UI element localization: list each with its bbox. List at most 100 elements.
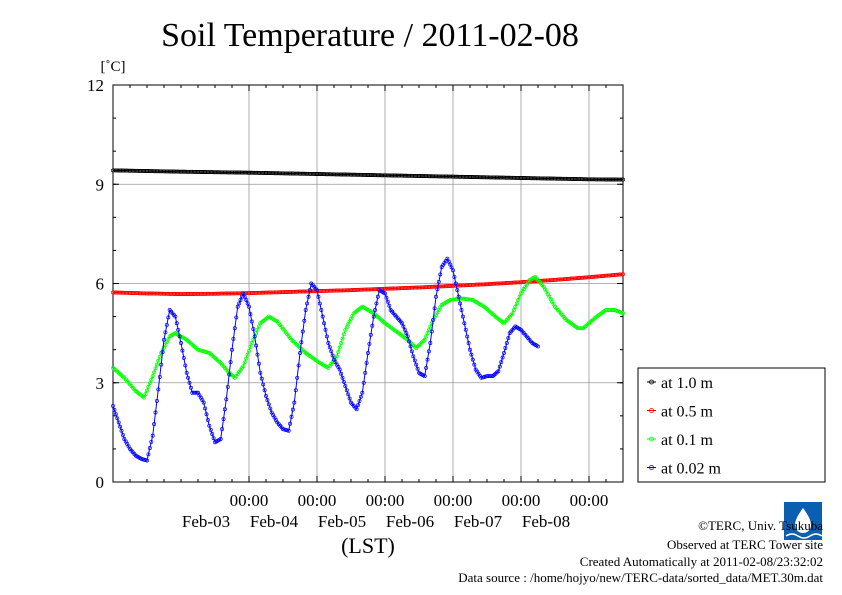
legend-marker	[649, 408, 654, 413]
series-point	[237, 291, 242, 296]
series-point	[300, 329, 305, 334]
series-point	[205, 418, 210, 422]
credit-copyright: ©TERC, Univ. Tsukuba	[698, 518, 823, 533]
series-point	[550, 176, 555, 181]
series-point	[146, 384, 151, 389]
series-point	[268, 406, 273, 411]
series-point	[361, 380, 366, 385]
series-point	[303, 171, 308, 176]
series-point	[332, 172, 336, 177]
series-point	[221, 291, 226, 296]
series-point	[210, 291, 215, 296]
series-point	[220, 291, 225, 296]
series-point	[295, 289, 300, 294]
series-point	[111, 290, 115, 295]
series-point	[174, 169, 179, 174]
series-point	[290, 407, 295, 412]
series-point	[346, 288, 351, 293]
series-point	[451, 174, 455, 179]
series-point	[485, 175, 489, 180]
series-point	[544, 278, 549, 283]
y-tick-label: 9	[96, 175, 105, 194]
series-point	[281, 171, 285, 176]
series-point	[357, 398, 362, 403]
series-point	[534, 176, 539, 181]
series-point	[116, 290, 121, 295]
series-point	[476, 175, 481, 180]
series-point	[516, 175, 521, 180]
series-point	[285, 290, 290, 294]
series-point	[249, 319, 254, 324]
series-point	[147, 446, 152, 451]
series-point	[568, 176, 573, 181]
series-point	[466, 341, 471, 345]
series-point	[451, 283, 455, 288]
series-point	[354, 407, 359, 412]
series-point	[540, 176, 545, 181]
grid-lines	[113, 85, 623, 482]
series-point	[317, 301, 322, 306]
series-point	[516, 280, 521, 285]
series-point	[400, 286, 404, 291]
series-point	[429, 329, 434, 334]
series-point	[459, 308, 464, 312]
series-point	[228, 170, 233, 175]
series-point	[463, 283, 468, 288]
series-point	[256, 324, 261, 329]
series-point	[167, 169, 172, 174]
series-point	[466, 174, 471, 179]
series-point	[210, 170, 215, 175]
series-point	[142, 291, 147, 296]
x-tick-time-label: 00:00	[230, 491, 269, 510]
series-point	[142, 169, 147, 173]
series-point	[288, 171, 293, 176]
series-point	[541, 278, 546, 283]
series-point	[173, 314, 178, 319]
series-point	[213, 170, 217, 175]
series-point	[218, 170, 223, 175]
series-point	[279, 171, 284, 176]
series-point	[497, 281, 502, 286]
series-point	[388, 286, 393, 291]
series-point	[245, 352, 250, 357]
series-point	[363, 287, 368, 292]
series-point	[125, 290, 130, 295]
series-point	[574, 177, 579, 181]
series-point	[353, 288, 358, 292]
series-point	[118, 290, 123, 295]
series-point	[480, 282, 485, 287]
series-point	[183, 292, 188, 296]
series-point	[432, 284, 437, 289]
series-point	[186, 375, 191, 380]
series-point	[315, 288, 319, 293]
series-point	[203, 406, 208, 411]
series-point	[468, 347, 472, 352]
series-point	[177, 292, 182, 297]
series-point	[327, 172, 332, 177]
series-point	[565, 176, 570, 181]
series-point	[123, 168, 128, 173]
series-point	[221, 170, 226, 175]
series-point	[261, 382, 266, 387]
series-point	[404, 286, 409, 290]
series-point	[408, 344, 413, 349]
series-point	[340, 336, 345, 341]
series-point	[412, 358, 417, 363]
series-point	[157, 291, 162, 296]
series-point	[244, 298, 249, 302]
series-point	[492, 281, 497, 286]
legend-label: at 0.02 m	[661, 461, 722, 478]
series-point	[405, 334, 410, 339]
series-point	[439, 174, 444, 179]
series-point	[548, 176, 553, 181]
series-point	[323, 172, 328, 177]
series-point	[594, 177, 599, 182]
series-point	[159, 362, 164, 367]
series-point	[154, 398, 159, 403]
x-axis-ticks: 00:00Feb-0300:00Feb-0400:00Feb-0500:00Fe…	[112, 85, 624, 531]
series-point	[441, 284, 446, 289]
legend-label: at 0.5 m	[661, 404, 714, 421]
series-point	[575, 276, 580, 281]
series-point	[302, 289, 307, 294]
series-point	[150, 374, 155, 379]
